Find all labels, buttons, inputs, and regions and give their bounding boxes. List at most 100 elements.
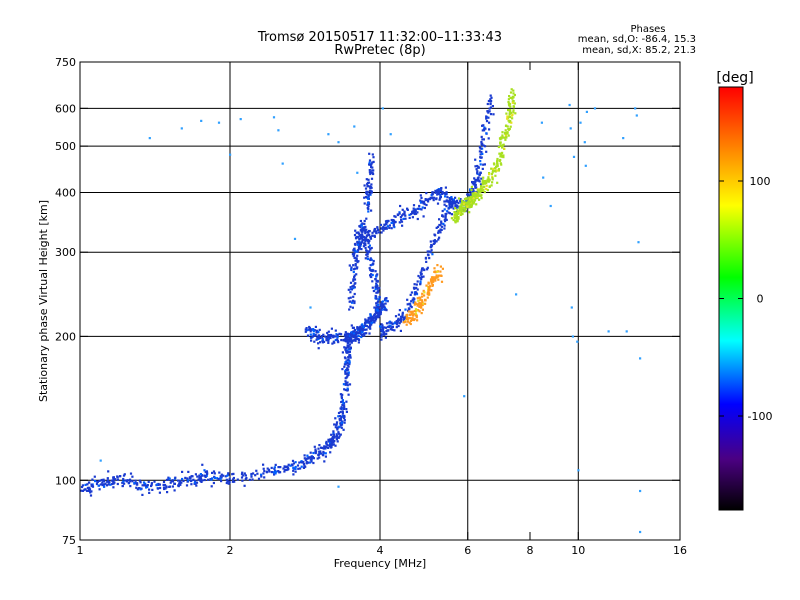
o-mode-trace-blue-point <box>402 217 405 220</box>
x-mode-low-orange-point <box>434 276 437 279</box>
o-mode-trace-blue-point <box>482 144 485 147</box>
o-mode-trace-blue-point <box>336 428 339 431</box>
x-tick-label: 2 <box>227 544 234 557</box>
x-mode-trace-yellow-green-point <box>458 209 461 212</box>
o-mode-trace-blue-point <box>355 337 358 340</box>
o-mode-trace-blue-point <box>357 334 360 337</box>
o-mode-trace-blue-point <box>436 225 440 228</box>
o-mode-trace-blue-point <box>350 324 353 327</box>
o-mode-trace-blue-point <box>205 470 208 473</box>
scattered-echoes-point <box>572 155 576 158</box>
o-mode-trace-blue-point <box>312 328 315 331</box>
o-mode-trace-blue-point <box>390 321 393 324</box>
o-mode-trace-blue-point <box>353 256 356 259</box>
o-mode-trace-blue-point <box>447 211 450 214</box>
o-mode-trace-blue-point <box>302 460 305 464</box>
o-mode-trace-blue-point <box>341 393 344 396</box>
x-mode-low-orange-point <box>430 289 433 292</box>
o-mode-trace-blue-point <box>254 474 257 477</box>
o-mode-trace-blue-point <box>346 384 349 387</box>
o-mode-trace-blue-point <box>381 328 385 332</box>
o-mode-trace-blue-point <box>419 280 422 283</box>
o-mode-trace-blue-point <box>489 94 492 97</box>
o-mode-trace-blue-point <box>179 483 182 486</box>
o-mode-trace-blue-point <box>352 284 355 287</box>
o-mode-trace-blue-point <box>141 484 144 487</box>
o-mode-trace-blue-point <box>372 156 375 159</box>
scattered-echoes-point <box>389 133 392 136</box>
y-tick-label: 400 <box>55 186 76 199</box>
o-mode-trace-blue-point <box>344 348 347 351</box>
o-mode-trace-blue-point <box>134 479 137 482</box>
o-mode-trace-blue-point <box>212 481 215 485</box>
o-mode-trace-blue-point <box>299 467 302 470</box>
o-mode-trace-blue-point <box>367 197 370 200</box>
scattered-echoes-point <box>637 241 640 244</box>
x-mode-low-orange-point <box>408 321 411 324</box>
o-mode-trace-blue-point <box>219 477 222 480</box>
x-mode-trace-yellow-green-point <box>490 167 493 170</box>
o-mode-trace-blue-point <box>313 445 316 448</box>
o-mode-trace-blue-point <box>302 466 306 469</box>
x-mode-trace-yellow-green-point <box>509 119 512 123</box>
o-mode-trace-blue-point <box>334 329 337 332</box>
o-mode-trace-blue-point <box>393 215 396 218</box>
x-mode-low-orange-point <box>428 292 431 295</box>
o-mode-trace-blue-point <box>348 383 352 386</box>
o-mode-trace-blue-point <box>89 491 92 494</box>
o-mode-trace-blue-point <box>485 120 489 123</box>
o-mode-trace-blue-point <box>220 480 223 483</box>
o-mode-trace-blue-point <box>364 324 367 327</box>
o-mode-trace-blue-point <box>321 341 324 344</box>
o-mode-trace-blue-point <box>91 478 94 481</box>
o-mode-trace-blue-point <box>474 180 477 184</box>
o-mode-trace-blue-point <box>452 207 455 210</box>
x-mode-trace-yellow-green-point <box>499 155 502 158</box>
o-mode-trace-blue-point <box>317 342 320 345</box>
o-mode-trace-blue-point <box>448 202 451 205</box>
o-mode-trace-blue-point <box>439 189 443 193</box>
x-mode-trace-yellow-green-point <box>470 195 473 198</box>
o-mode-trace-blue-point <box>351 285 354 288</box>
o-mode-trace-blue-point <box>376 305 379 309</box>
o-mode-trace-blue-point <box>363 334 366 337</box>
o-mode-trace-blue-point <box>477 166 480 169</box>
o-mode-trace-blue-point <box>232 472 235 475</box>
o-mode-trace-blue-point <box>386 325 389 328</box>
o-mode-trace-blue-point <box>338 425 341 428</box>
o-mode-trace-blue-point <box>327 438 330 441</box>
o-mode-trace-blue-point <box>141 493 144 496</box>
x-mode-trace-yellow-green-point <box>506 132 509 135</box>
o-mode-trace-blue-point <box>343 363 346 366</box>
o-mode-trace-blue-point <box>347 393 350 396</box>
o-mode-trace-blue-point <box>356 236 360 239</box>
o-mode-trace-blue-point <box>481 138 484 141</box>
o-mode-trace-blue-point <box>257 477 261 480</box>
x-mode-trace-yellow-green-point <box>505 135 508 138</box>
o-mode-trace-blue-point <box>452 200 456 203</box>
o-mode-trace-blue-point <box>482 163 485 166</box>
x-mode-trace-yellow-green-point <box>501 154 504 157</box>
o-mode-trace-blue-point <box>397 313 400 316</box>
o-mode-trace-blue-point <box>362 325 365 328</box>
o-mode-trace-blue-point <box>121 484 124 488</box>
x-mode-trace-yellow-green-point <box>511 113 514 116</box>
x-mode-low-orange-point <box>424 302 427 305</box>
o-mode-trace-blue-point <box>376 227 379 230</box>
o-mode-trace-blue-point <box>438 236 441 239</box>
o-mode-trace-blue-point <box>348 361 351 364</box>
o-mode-trace-blue-point <box>368 233 371 237</box>
x-mode-trace-yellow-green-point <box>502 136 505 139</box>
o-mode-trace-blue-point <box>353 253 356 256</box>
o-mode-trace-blue-point <box>471 180 474 184</box>
o-mode-trace-blue-point <box>165 485 168 488</box>
o-mode-trace-blue-point <box>370 209 373 212</box>
o-mode-trace-blue-point <box>350 266 353 269</box>
x-mode-trace-yellow-green-point <box>480 197 483 200</box>
o-mode-trace-blue-point <box>369 248 372 251</box>
o-mode-trace-blue-point <box>486 110 489 113</box>
o-mode-trace-blue-point <box>349 286 352 289</box>
scattered-echoes-point <box>272 116 276 119</box>
o-mode-trace-blue-point <box>110 479 114 482</box>
o-mode-trace-blue-point <box>373 316 376 319</box>
